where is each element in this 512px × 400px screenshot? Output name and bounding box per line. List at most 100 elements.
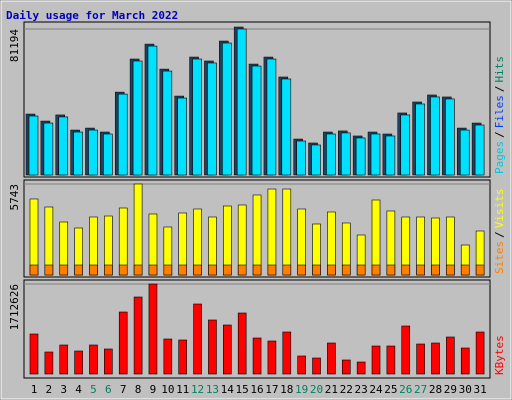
bar (117, 93, 128, 176)
bar (431, 342, 440, 375)
bar (73, 131, 83, 176)
bar (208, 319, 217, 375)
legend-separator: / (493, 231, 506, 238)
bar (371, 199, 381, 276)
bar (445, 98, 455, 176)
x-tick-label: 23 (355, 383, 368, 396)
bar (267, 188, 277, 276)
legend-entry: KBytes (493, 335, 506, 375)
bar (401, 325, 411, 375)
bar (44, 264, 54, 276)
bar (459, 129, 470, 176)
bar (133, 296, 143, 375)
bar (267, 264, 277, 276)
bar (251, 65, 262, 176)
bar (400, 114, 411, 176)
bar (163, 264, 173, 276)
x-tick-label: 3 (60, 383, 67, 396)
bar (178, 264, 187, 276)
bar (326, 133, 336, 176)
x-tick-label: 16 (250, 383, 263, 396)
bar (430, 96, 440, 176)
bar (236, 28, 247, 176)
legend-entry: Files (493, 95, 506, 128)
legend-separator: / (493, 86, 506, 93)
x-tick-label: 20 (310, 383, 323, 396)
legend: Sites / Visits (493, 189, 506, 275)
bar (341, 359, 351, 375)
bar (223, 264, 232, 276)
x-tick-label: 27 (414, 383, 427, 396)
bar (327, 342, 336, 375)
x-tick-label: 26 (399, 383, 412, 396)
bar (74, 264, 83, 276)
bar (193, 303, 202, 375)
bar (29, 198, 39, 276)
bar (371, 345, 381, 375)
x-tick-label: 2 (46, 383, 53, 396)
bar (74, 350, 83, 375)
bar (416, 343, 425, 375)
x-tick-label: 17 (265, 383, 278, 396)
bar (208, 264, 217, 276)
x-tick-label: 7 (120, 383, 127, 396)
bar (416, 264, 425, 276)
bar (104, 264, 113, 276)
bar (446, 264, 455, 276)
x-tick-label: 12 (191, 383, 204, 396)
x-tick-label: 6 (105, 383, 112, 396)
bar (296, 140, 306, 176)
x-tick-label: 28 (429, 383, 442, 396)
x-tick-label: 24 (369, 383, 383, 396)
bar (162, 70, 173, 176)
legend-entry: Pages (493, 141, 506, 174)
legend: KBytes (493, 335, 506, 375)
x-tick-label: 25 (384, 383, 397, 396)
bar (446, 336, 455, 375)
bar (88, 129, 98, 176)
bar (475, 331, 485, 375)
x-tick-label: 9 (150, 383, 157, 396)
y-tick-label: 1712626 (8, 284, 21, 330)
bar (207, 62, 217, 176)
bar (163, 338, 173, 375)
bar (460, 347, 470, 375)
bar (223, 205, 232, 276)
x-tick-label: 15 (236, 383, 249, 396)
bar (252, 264, 262, 276)
bar (59, 264, 69, 276)
bar (252, 194, 262, 276)
bar (401, 264, 411, 276)
x-tick-label: 11 (176, 383, 189, 396)
y-tick-label: 5743 (8, 184, 21, 211)
bar (89, 264, 98, 276)
bar (58, 116, 69, 176)
x-tick-label: 14 (221, 383, 235, 396)
bar (371, 264, 381, 276)
bar (341, 264, 351, 276)
bar (252, 337, 262, 375)
bar (29, 264, 39, 276)
bar (118, 311, 128, 375)
bar (431, 264, 440, 276)
bar (281, 78, 292, 176)
x-tick-label: 10 (161, 383, 174, 396)
x-tick-label: 22 (340, 383, 353, 396)
legend-separator: / (493, 131, 506, 138)
bar (474, 124, 485, 176)
bar (44, 351, 54, 375)
x-tick-label: 19 (295, 383, 308, 396)
legend-entry: Visits (493, 189, 506, 229)
x-tick-label: 31 (473, 383, 486, 396)
bar (475, 264, 485, 276)
legend-entry: Hits (493, 56, 506, 83)
bar (282, 264, 292, 276)
x-tick-label: 18 (280, 383, 293, 396)
bar (148, 264, 158, 276)
bar (59, 344, 69, 375)
bar (132, 60, 143, 176)
x-tick-label: 21 (325, 383, 338, 396)
bar (223, 324, 232, 375)
bar (386, 264, 396, 276)
x-tick-label: 8 (135, 383, 142, 396)
